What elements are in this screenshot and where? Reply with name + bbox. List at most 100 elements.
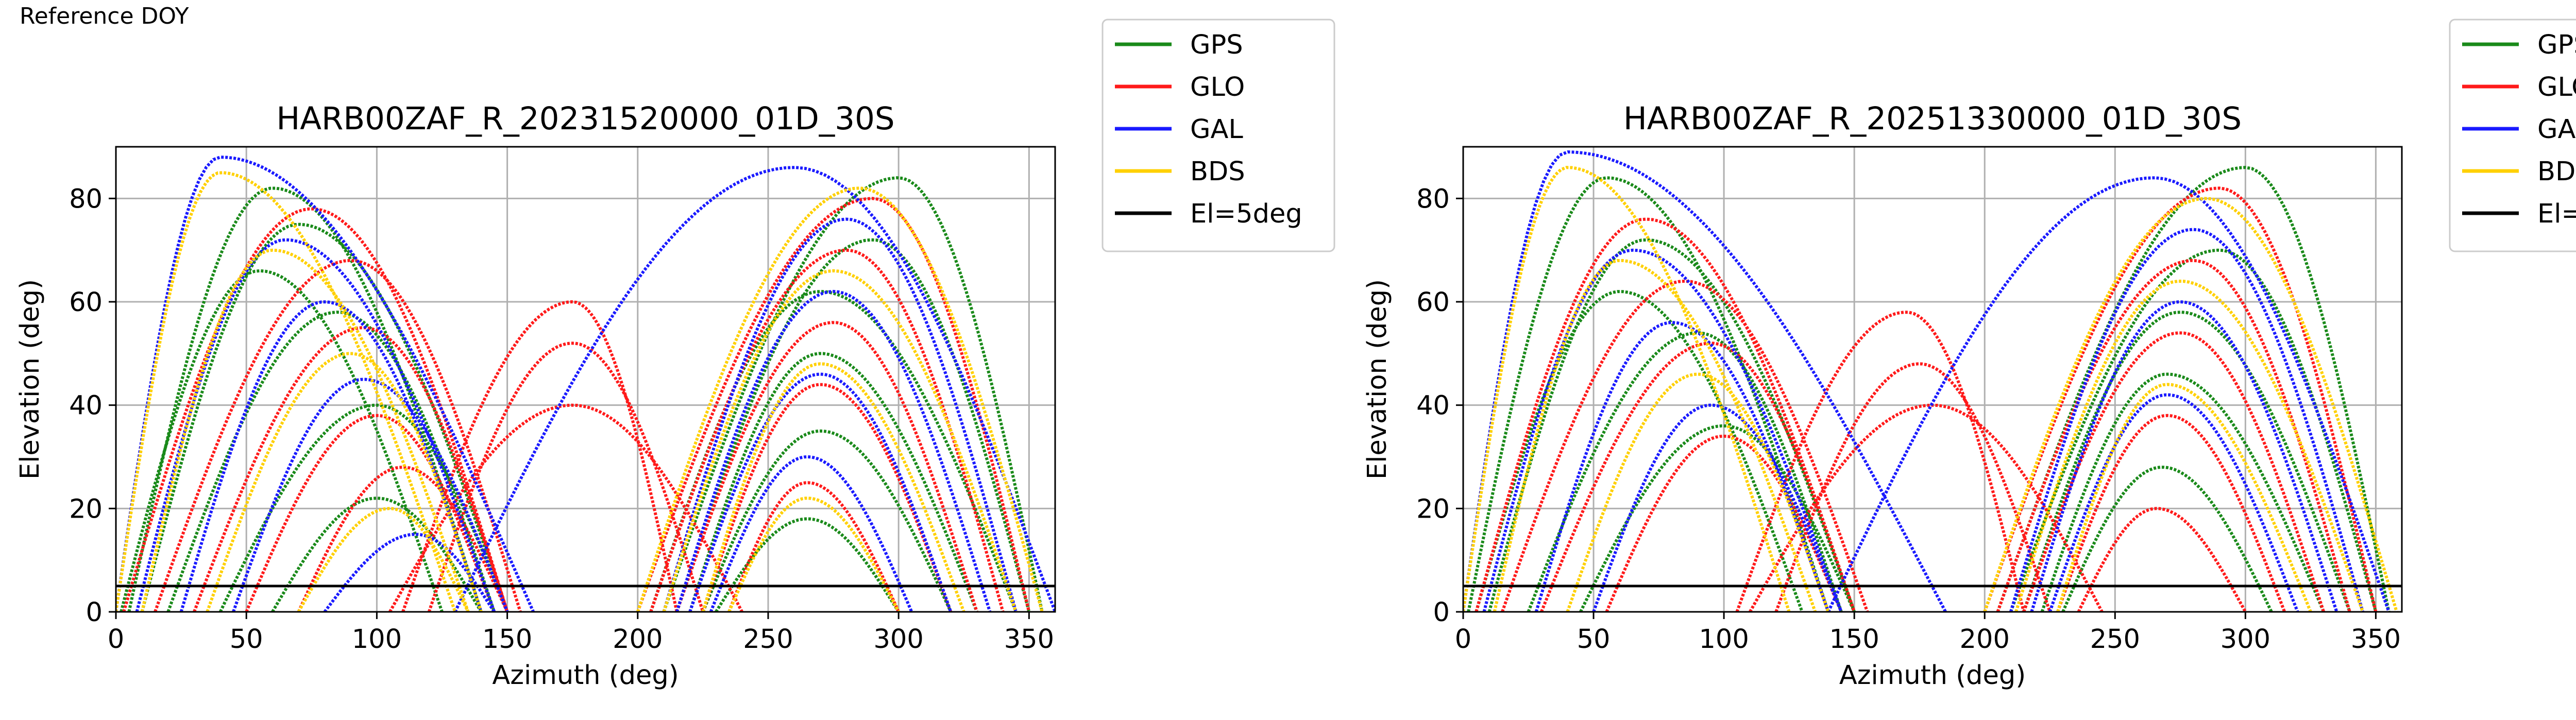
legend-label: El=5deg [2537,199,2576,229]
arc-gal [116,156,535,612]
arc-gal [453,166,1055,612]
arc-gal [1592,403,1843,612]
y-axis-label: Elevation (deg) [1362,279,1393,479]
arc-gal [232,378,509,612]
x-tick-label: 100 [352,624,402,655]
legend-label: GPS [1190,30,1243,60]
arc-gps [127,186,483,612]
y-tick-label: 40 [1416,391,1450,421]
arc-glo [1774,362,2052,612]
arc-gps [140,222,509,612]
legend: GPS GLO GAL BDS El=5deg [2449,19,2576,252]
arc-gal [662,217,1018,612]
arc-gps [675,238,1031,612]
legend-label: BDS [2537,157,2576,187]
arc-gal [1482,248,1843,612]
arc-glo [427,341,705,612]
arc-gal [709,455,913,612]
arc-glo [701,383,953,612]
arc-glo [193,326,509,612]
chart-panel-2: 0 50 100 150 200 250 300 350 0 20 40 60 80 HARB00ZAF_… [1362,19,2576,691]
arc-bds [2056,383,2312,612]
arc-gps [1996,166,2391,612]
arc-gps [1475,290,1804,612]
arc-gal [2009,228,2364,612]
arc-bds [2014,279,2364,612]
arc-gps [1487,238,1856,612]
arc-glo [1983,186,2378,612]
arc-gps [662,176,1044,612]
arc-glo [2022,331,2326,612]
arc-gps [1579,424,1856,612]
x-tick-label: 350 [2351,624,2401,655]
arc-gal [1826,176,2391,612]
axes-frame [1462,146,2403,613]
arc-bds [1493,259,1817,612]
chart-panel-1: 0 50 100 150 200 250 300 350 0 20 40 60 80 HARB00ZAF_… [15,19,1335,691]
arc-bds [297,507,470,612]
arc-gal [135,238,496,612]
arc-glo [1475,217,1856,612]
arc-glo [122,207,509,612]
arc-gal [688,372,953,612]
arc-glo [388,403,743,612]
arc-glo [1749,403,2104,612]
legend-label: GLO [1190,72,1245,102]
arc-gps [2061,466,2273,612]
arc-bds [140,248,470,612]
reference-doy-label: Reference DOY [20,3,189,29]
legend-label: GLO [2537,72,2576,102]
arc-bds [206,352,483,612]
arc-gal [2048,393,2299,612]
y-tick-label: 20 [1416,494,1450,524]
y-tick-label: 80 [1416,184,1450,214]
x-tick-label: 200 [613,624,663,655]
arc-glo [636,197,1031,612]
arc-gps [271,496,483,612]
arc-glo [297,466,509,612]
x-tick-label: 200 [1960,624,2010,655]
arc-gps [688,352,978,612]
legend-label: GPS [2537,30,2576,60]
y-tick-label: 40 [69,391,103,421]
legend: GPS GLO GAL BDS El=5deg [1101,19,1335,252]
arc-bds [116,171,457,612]
chart-title: HARB00ZAF_R_20231520000_01D_30S [276,100,894,137]
x-tick-label: 350 [1004,624,1054,655]
legend-label: El=5deg [1190,199,1302,229]
arc-gps [120,269,444,612]
arc-gps [2040,372,2325,612]
x-tick-label: 0 [1455,624,1471,655]
x-axis-label: Azimuth (deg) [1839,660,2026,691]
arc-glo [2077,507,2247,612]
arc-gal [675,289,992,612]
x-tick-label: 50 [230,624,263,655]
legend-label: BDS [1190,157,1245,187]
arc-gps [1527,331,1843,612]
arc-glo [245,414,496,612]
arc-bds [662,269,1018,612]
arc-glo [2056,414,2286,612]
arc-gal [1534,321,1830,612]
axes-frame [115,146,1056,613]
x-tick-label: 300 [873,624,923,655]
arc-bds [1566,372,1830,612]
y-tick-label: 80 [69,184,103,214]
x-tick-label: 0 [108,624,124,655]
arc-bds [636,186,1044,612]
arc-gps [166,311,496,612]
y-tick-label: 60 [69,287,103,318]
y-tick-label: 60 [1416,287,1450,318]
plot-area [1463,150,2402,612]
x-tick-label: 150 [482,624,532,655]
y-tick-label: 0 [1433,597,1450,628]
arc-gps [715,517,900,612]
y-axis-label: Elevation (deg) [15,279,45,479]
arc-glo [1540,341,1856,612]
arc-gps [701,429,953,612]
x-tick-label: 300 [2221,624,2270,655]
arc-gal [1463,150,1947,612]
legend-box [1101,19,1335,252]
arc-bds [727,496,900,612]
